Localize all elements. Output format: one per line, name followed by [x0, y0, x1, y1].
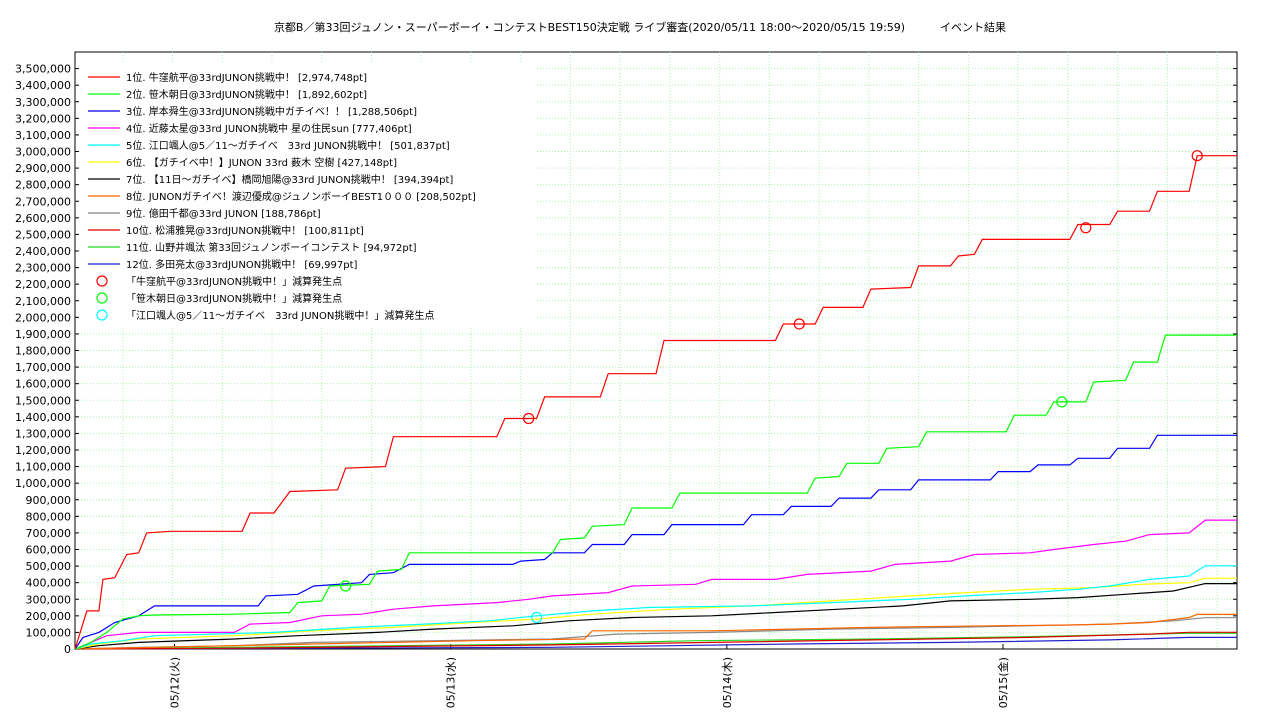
y-tick-label: 100,000 [26, 626, 72, 639]
legend-entry-label: 「江口颯人@5／11〜ガチイベ 33rd JUNON挑戦中！」減算発生点 [126, 309, 434, 322]
legend-entry-label: 「牛窪航平@33rdJUNON挑戦中！」減算発生点 [126, 275, 342, 288]
legend-entry-label: 5位. 江口颯人@5／11〜ガチイベ 33rd JUNON挑戦中！ [501,8… [126, 139, 450, 152]
series-line [74, 613, 1237, 650]
y-tick-label: 3,500,000 [15, 63, 71, 76]
y-tick-label: 1,400,000 [15, 411, 71, 424]
y-tick-label: 1,500,000 [15, 394, 71, 407]
legend-entry-label: 12位. 多田亮太@33rdJUNON挑戦中！ [69,997pt] [126, 258, 358, 271]
y-tick-label: 3,200,000 [15, 112, 71, 125]
y-tick-label: 2,900,000 [15, 162, 71, 175]
y-tick-label: 2,700,000 [15, 195, 71, 208]
x-tick-label: 05/15(金) [996, 657, 1010, 708]
series-line [74, 155, 1237, 650]
legend-box [80, 64, 535, 327]
legend-entry-label: 3位. 岸本舜生@33rdJUNON挑戦中ガチイベ！！ [1,288,506pt… [126, 105, 417, 118]
reduction-marker [793, 318, 805, 330]
legend-swatch-marker [96, 309, 108, 321]
series-line [74, 631, 1237, 650]
x-tick-label: 05/13(水) [445, 657, 458, 708]
series-line [74, 434, 1237, 650]
y-tick-label: 900,000 [26, 494, 72, 507]
series-line [74, 636, 1237, 650]
y-tick-label: 300,000 [26, 593, 72, 606]
y-tick-label: 600,000 [26, 544, 72, 557]
y-tick-label: 400,000 [26, 577, 72, 590]
y-tick-label: 2,000,000 [15, 311, 71, 324]
y-tick-label: 2,200,000 [15, 278, 71, 291]
series-line [74, 583, 1237, 650]
series-line [74, 334, 1237, 650]
y-tick-label: 3,100,000 [15, 129, 71, 142]
y-tick-label: 2,400,000 [15, 245, 71, 258]
legend-entry-label: 7位. 【11日〜ガチイベ】橋岡旭陽@33rd JUNON挑戦中！ [394,3… [126, 173, 453, 186]
chart-title: 京都B／第33回ジュノン・スーパーボーイ・コンテストBEST150決定戦 ライブ… [273, 21, 1007, 34]
reduction-marker [1056, 396, 1068, 408]
legend-entry-label: 1位. 牛窪航平@33rdJUNON挑戦中！ [2,974,748pt] [126, 71, 367, 84]
legend-entry-label: 11位. 山野井颯汰 第33回ジュノンボーイコンテスト [94,972pt] [126, 241, 417, 254]
x-tick-label: 05/14(木) [721, 657, 734, 708]
legend-entry-label: 10位. 松浦雅晃@33rdJUNON挑戦中！ [100,811pt] [126, 224, 364, 237]
legend-entry-label: 8位. JUNONガチイベ！渡辺優成@ジュノンボーイBEST1０００ [208,… [126, 190, 476, 203]
legend-entry-label: 4位. 近藤太星@33rd JUNON挑戦中 星の住民sun [777,406p… [126, 122, 412, 135]
series-line [74, 577, 1237, 650]
y-tick-label: 1,000,000 [15, 477, 71, 490]
y-tick-label: 500,000 [26, 560, 72, 573]
x-tick-label: 05/12(火) [168, 657, 181, 708]
series-line [74, 565, 1237, 650]
legend-entry-label: 2位. 笹木朝日@33rdJUNON挑戦中！ [1,892,602pt] [126, 88, 367, 101]
y-tick-label: 200,000 [26, 610, 72, 623]
y-tick-label: 2,600,000 [15, 212, 71, 225]
reduction-marker [340, 580, 352, 592]
y-tick-label: 800,000 [26, 510, 72, 523]
legend-swatch-marker [96, 292, 108, 304]
reduction-marker [531, 611, 543, 624]
legend-swatch-marker [96, 275, 108, 287]
reduction-marker [1191, 150, 1203, 162]
y-tick-label: 1,600,000 [15, 378, 71, 391]
y-tick-label: 2,500,000 [15, 228, 71, 241]
reduction-marker [523, 412, 535, 425]
y-tick-label: 3,300,000 [15, 96, 71, 109]
reduction-marker [1080, 222, 1092, 234]
series-line [74, 519, 1237, 650]
y-tick-label: 700,000 [26, 527, 72, 540]
y-tick-label: 2,100,000 [15, 295, 71, 308]
y-tick-label: 1,900,000 [15, 328, 71, 341]
legend-entry-label: 「笹木朝日@33rdJUNON挑戦中！」減算発生点 [126, 292, 342, 305]
y-tick-label: 1,300,000 [15, 427, 71, 440]
y-tick-label: 0 [64, 643, 71, 656]
legend-entry-label: 6位. 【ガチイベ中！】JUNON 33rd 薮木 空樹 [427,148pt] [126, 156, 397, 169]
y-tick-label: 2,300,000 [15, 262, 71, 275]
legend-entry-label: 9位. 億田千都@33rd JUNON [188,786pt] [126, 207, 321, 220]
y-tick-label: 3,400,000 [15, 79, 71, 92]
y-tick-label: 1,700,000 [15, 361, 71, 374]
y-tick-label: 2,800,000 [15, 179, 71, 192]
y-tick-label: 1,800,000 [15, 345, 71, 358]
y-tick-label: 1,100,000 [15, 461, 71, 474]
y-tick-label: 3,000,000 [15, 146, 71, 159]
y-tick-label: 1,200,000 [15, 444, 71, 457]
